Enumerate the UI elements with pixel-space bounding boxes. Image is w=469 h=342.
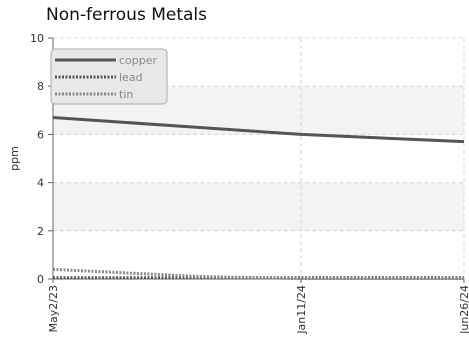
y-tick-label: 6 [37,128,44,141]
x-tick-label: May2/23 [47,285,60,332]
plot-band [53,182,464,231]
legend-label-copper: copper [119,54,158,67]
grid-lines [53,37,465,279]
y-tick-label: 2 [37,225,44,238]
y-tick-label: 0 [37,273,44,286]
legend: copper lead tin [50,48,168,105]
tick-labels: 0 2 4 6 8 10 May2/23 Jan11/24 Jun26/24 [30,32,469,335]
x-tick-label: Jan11/24 [295,285,308,335]
y-tick-label: 10 [30,32,44,45]
legend-label-lead: lead [119,71,143,84]
y-tick-label: 8 [37,80,44,93]
chart-title: Non-ferrous Metals [46,5,208,25]
y-axis-title: ppm [8,146,21,171]
x-tick-label: Jun26/24 [458,285,469,335]
series-line-tin [52,267,464,281]
plot-bands [53,86,464,231]
legend-label-tin: tin [119,88,133,101]
y-tick-label: 4 [37,177,44,190]
series-lines [52,116,465,281]
series-line-copper [52,116,465,144]
